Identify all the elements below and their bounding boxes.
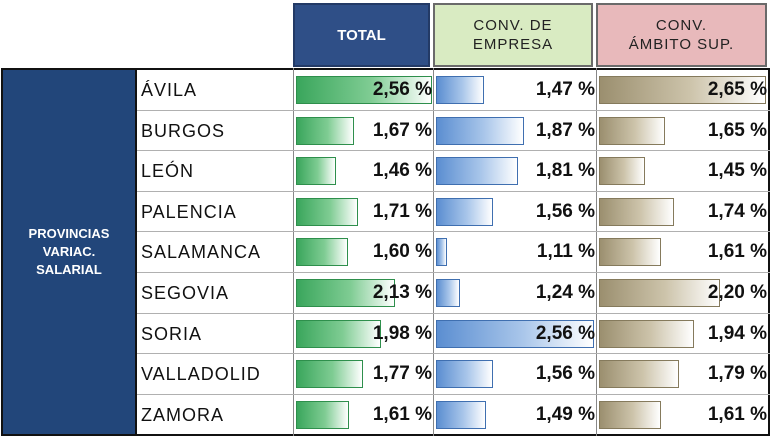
data-value-emp: 1,87 % <box>535 119 595 141</box>
header-total-line-1: TOTAL <box>337 26 386 44</box>
header-conv-empresa: CONV. DE EMPRESA <box>433 3 593 67</box>
data-value-total: 1,98 % <box>372 322 432 344</box>
data-bar-total <box>296 116 354 145</box>
row-divider <box>137 190 770 192</box>
row-divider <box>137 231 770 233</box>
data-bar-total <box>296 360 363 389</box>
data-value-amb: 1,61 % <box>707 403 767 425</box>
header-conv-ambito-line-2: ÁMBITO SUP. <box>628 36 735 53</box>
header-conv-empresa-line-2: EMPRESA <box>472 36 554 53</box>
data-bar-emp <box>436 238 447 267</box>
data-value-total: 1,46 % <box>372 160 432 182</box>
province-label: LEÓN <box>141 161 195 182</box>
data-value-total: 1,77 % <box>372 363 432 385</box>
header-conv-ambito-sup: CONV. ÁMBITO SUP. <box>596 3 767 67</box>
data-value-total: 1,71 % <box>372 200 432 222</box>
row-group-label-line-1: PROVINCIAS <box>28 226 110 241</box>
data-bar-total <box>296 76 432 104</box>
data-value-emp: 1,81 % <box>535 160 595 182</box>
row-divider <box>137 353 770 355</box>
data-value-amb: 1,65 % <box>707 119 767 141</box>
data-bar-total <box>296 157 336 186</box>
data-bar-emp <box>436 76 484 104</box>
data-bar-amb <box>599 116 665 145</box>
province-label: BURGOS <box>141 120 226 141</box>
data-value-total: 2,56 % <box>372 79 432 100</box>
province-label: SEGOVIA <box>141 283 230 303</box>
row-divider <box>137 150 770 152</box>
data-value-amb: 2,65 % <box>707 79 767 100</box>
header-conv-ambito-line-1: CONV. <box>655 17 708 34</box>
data-bar-emp <box>436 360 493 389</box>
data-value-amb: 1,79 % <box>707 363 767 385</box>
data-bar-amb <box>599 400 661 429</box>
data-value-amb: 1,74 % <box>707 200 767 222</box>
province-label: PALENCIA <box>141 201 237 222</box>
data-value-amb: 1,61 % <box>707 241 767 263</box>
data-bar-emp <box>436 279 460 307</box>
data-value-emp: 2,56 % <box>535 322 595 344</box>
header-total: TOTAL <box>293 3 430 67</box>
data-bar-amb <box>599 197 674 226</box>
data-value-amb: 1,94 % <box>707 322 767 344</box>
data-bar-amb <box>599 279 720 307</box>
data-bar-amb <box>599 238 661 267</box>
data-bar-amb <box>599 157 645 186</box>
data-value-emp: 1,47 % <box>535 79 595 100</box>
data-value-total: 1,60 % <box>372 241 432 263</box>
data-value-emp: 1,56 % <box>535 363 595 385</box>
row-divider <box>137 109 770 111</box>
data-value-total: 1,67 % <box>372 119 432 141</box>
province-label: ÁVILA <box>141 80 198 100</box>
data-value-amb: 2,20 % <box>707 282 767 303</box>
province-label: ZAMORA <box>141 404 225 425</box>
data-bar-amb <box>599 76 766 104</box>
column-divider-total <box>293 68 294 436</box>
column-divider-amb <box>596 68 597 436</box>
data-bar-amb <box>599 360 679 389</box>
data-bar-emp <box>436 197 493 226</box>
data-bar-total <box>296 279 395 307</box>
row-divider <box>137 272 770 273</box>
data-bar-emp <box>436 400 486 429</box>
row-divider <box>137 312 770 314</box>
column-divider-emp <box>433 68 434 436</box>
province-label: VALLADOLID <box>141 364 261 385</box>
row-divider <box>137 393 770 395</box>
row-group-label-line-2: VARIAC. <box>42 244 96 259</box>
data-value-emp: 1,49 % <box>535 403 595 425</box>
province-label: SALAMANCA <box>141 242 262 263</box>
data-bar-total <box>296 197 358 226</box>
data-bar-amb <box>599 319 694 348</box>
data-bar-total <box>296 238 348 267</box>
data-value-emp: 1,24 % <box>535 282 595 303</box>
data-value-amb: 1,45 % <box>707 160 767 182</box>
row-group-label: PROVINCIAS VARIAC. SALARIAL <box>1 68 137 436</box>
data-value-emp: 1,11 % <box>536 241 595 263</box>
table-body-frame <box>137 68 770 436</box>
data-value-total: 1,61 % <box>372 403 432 425</box>
data-bar-total <box>296 319 381 348</box>
data-bar-total <box>296 400 349 429</box>
data-value-total: 2,13 % <box>372 282 432 303</box>
data-bar-emp <box>436 157 518 186</box>
row-group-label-line-3: SALARIAL <box>36 262 102 277</box>
data-value-emp: 1,56 % <box>535 200 595 222</box>
data-bar-emp <box>436 319 594 348</box>
data-bar-emp <box>436 116 524 145</box>
header-conv-empresa-line-1: CONV. DE <box>473 17 553 34</box>
province-label: SORIA <box>141 323 203 344</box>
